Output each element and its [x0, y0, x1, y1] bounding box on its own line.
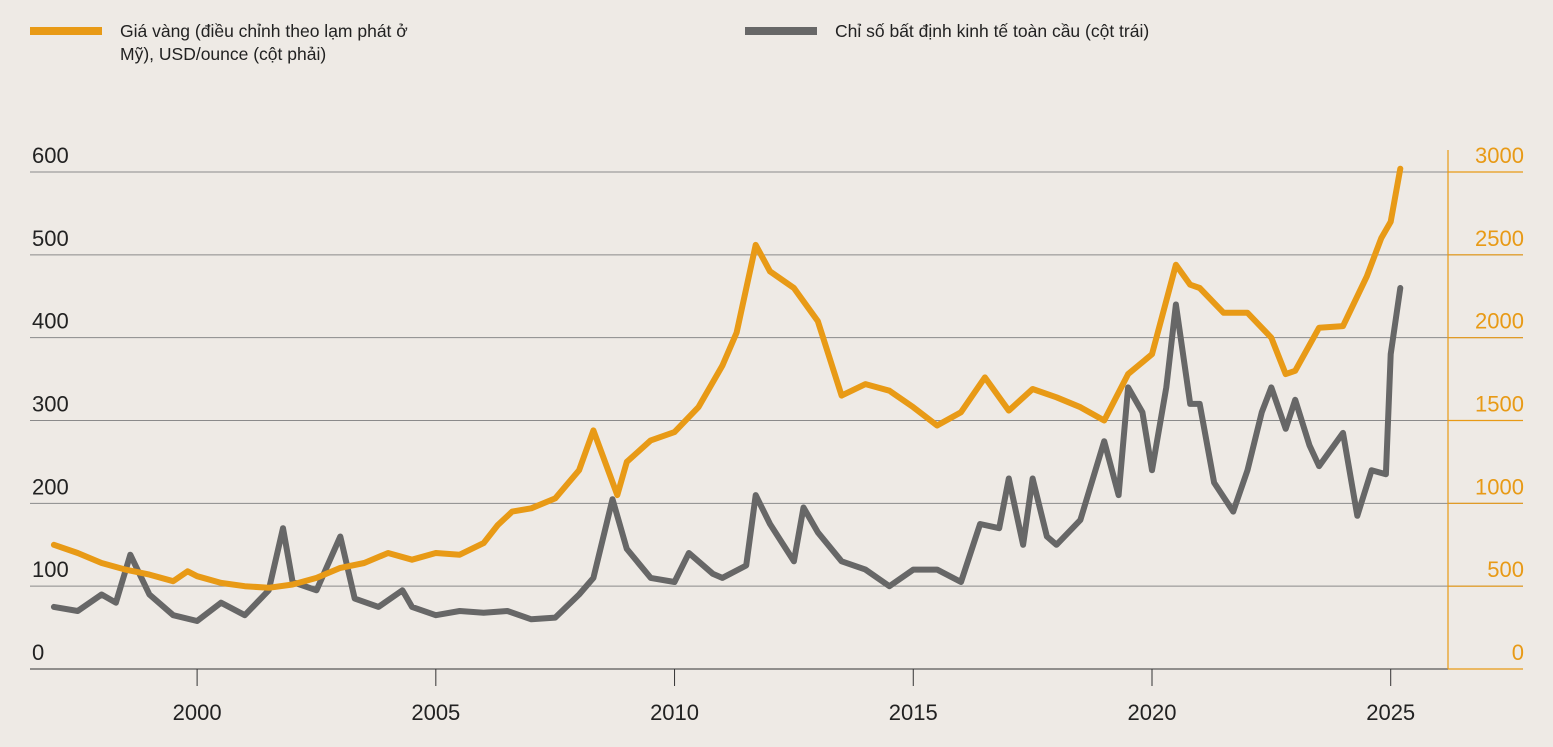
right-tick-label-1500: 1500	[1475, 392, 1524, 417]
x-tick-label-2015: 2015	[889, 700, 938, 725]
right-tick-label-0: 0	[1512, 640, 1524, 665]
right-tick-label-2500: 2500	[1475, 226, 1524, 251]
left-tick-label-100: 100	[32, 557, 69, 582]
left-tick-label-500: 500	[32, 226, 69, 251]
x-tick-label-2005: 2005	[411, 700, 460, 725]
left-tick-label-300: 300	[32, 392, 69, 417]
x-tick-label-2020: 2020	[1128, 700, 1177, 725]
left-tick-label-400: 400	[32, 309, 69, 334]
legend-label-uncertainty: Chỉ số bất định kinh tế toàn cầu (cột tr…	[835, 21, 1150, 41]
right-tick-label-3000: 3000	[1475, 143, 1524, 168]
legend-swatch-uncertainty	[745, 27, 817, 35]
right-tick-label-1000: 1000	[1475, 474, 1524, 499]
legend-label-gold: Giá vàng (điều chỉnh theo lạm phát ở Mỹ)…	[120, 21, 408, 64]
right-tick-label-500: 500	[1487, 557, 1524, 582]
legend-entry-gold: Giá vàng (điều chỉnh theo lạm phát ở Mỹ)…	[30, 20, 420, 66]
left-tick-label-0: 0	[32, 640, 44, 665]
x-tick-label-2000: 2000	[173, 700, 222, 725]
series-lines	[50, 165, 1404, 624]
right-tick-label-2000: 2000	[1475, 309, 1524, 334]
tick-labels: 0 100 200 300 400 500 600 0 500 1000 1500 2000 2500 3…	[32, 143, 1524, 725]
gridlines	[30, 171, 1523, 587]
axes	[30, 150, 1523, 686]
x-tick-label-2025: 2025	[1366, 700, 1415, 725]
x-tick-label-2010: 2010	[650, 700, 699, 725]
series-line-gold-price	[50, 165, 1404, 591]
series-line-uncertainty-index	[50, 285, 1404, 624]
left-tick-label-600: 600	[32, 143, 69, 168]
legend-entry-uncertainty: Chỉ số bất định kinh tế toàn cầu (cột tr…	[745, 20, 1155, 43]
legend-swatch-gold	[30, 27, 102, 35]
left-tick-label-200: 200	[32, 474, 69, 499]
